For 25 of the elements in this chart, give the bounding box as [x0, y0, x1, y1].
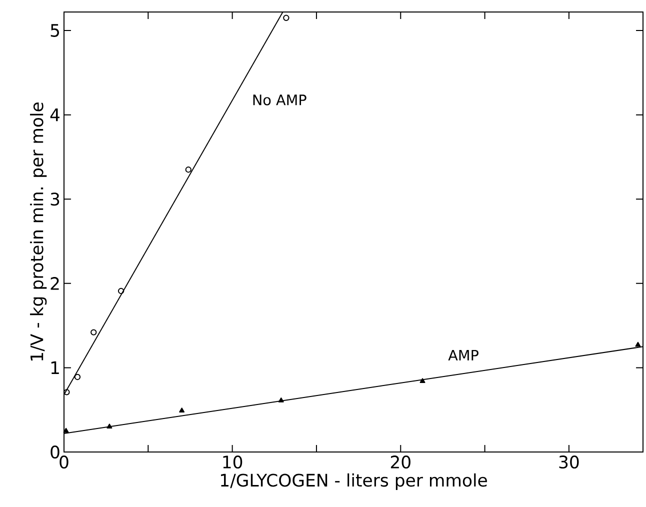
x-tick-label: 10 — [223, 456, 242, 469]
x-tick-label: 0 — [60, 456, 68, 469]
x-tick-label: 30 — [559, 456, 579, 469]
point — [278, 397, 284, 402]
y-tick-label: 1 — [51, 361, 59, 374]
y-tick-label: 3 — [50, 192, 60, 206]
x-tick-label: 20 — [390, 456, 410, 469]
y-tick-label: 5 — [50, 24, 59, 37]
annotation: No AMP — [253, 94, 306, 106]
point — [179, 408, 185, 412]
point — [118, 288, 124, 294]
y-axis-title: 1/V - kg protein min. per mole — [30, 102, 47, 360]
point — [106, 424, 112, 429]
point — [63, 428, 69, 433]
y-tick-label: 4 — [50, 108, 60, 122]
annotation: AMP — [448, 350, 478, 360]
point — [185, 166, 192, 173]
y-tick-label: 2 — [50, 277, 59, 290]
point — [90, 329, 97, 336]
y-tick-label: 0 — [50, 445, 60, 459]
point — [635, 342, 641, 347]
point — [283, 14, 290, 21]
x-axis-title: 1/GLYCOGEN - liters per mmole — [221, 473, 487, 490]
point — [420, 378, 426, 383]
point — [74, 374, 81, 380]
